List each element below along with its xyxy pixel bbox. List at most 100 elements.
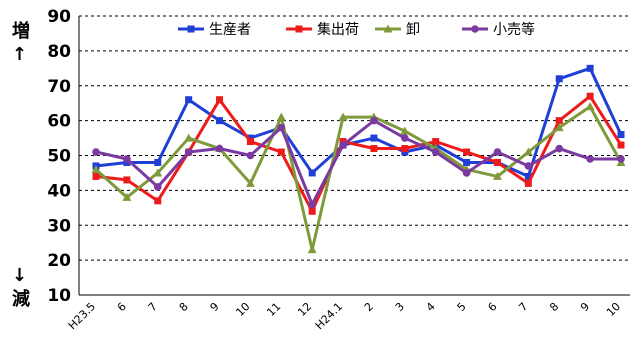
decrease-label: 減 <box>12 288 30 310</box>
data-point <box>245 178 255 187</box>
data-point <box>154 197 162 205</box>
series-line <box>95 66 623 178</box>
data-point <box>308 207 316 215</box>
y-tick-label: 90 <box>47 7 71 27</box>
data-point <box>338 112 348 121</box>
x-tick-label: 10 <box>233 300 252 319</box>
legend-entry: 集出荷 <box>286 21 359 38</box>
legend-entry: 生産者 <box>178 22 251 38</box>
x-tick-label: 4 <box>424 300 438 314</box>
legend-label: 生産者 <box>209 22 251 38</box>
y-tick-label: 10 <box>47 286 71 306</box>
data-point <box>554 123 564 132</box>
data-point <box>555 75 563 83</box>
data-point <box>493 148 502 156</box>
x-tick-label: 10 <box>604 300 623 319</box>
down-arrow-icon: ↓ <box>12 265 27 286</box>
data-point <box>295 25 303 33</box>
data-point <box>370 145 378 153</box>
x-tick-label: 5 <box>455 300 469 314</box>
grid-lines <box>79 15 630 261</box>
data-point <box>586 155 594 163</box>
data-point <box>586 64 594 72</box>
data-point <box>586 92 594 100</box>
y-tick-label: 40 <box>47 181 71 201</box>
y-tick-label: 20 <box>47 251 71 271</box>
x-tick-label: 7 <box>146 300 160 314</box>
data-point <box>471 25 479 33</box>
data-point <box>370 116 378 125</box>
data-point <box>462 169 471 177</box>
data-point <box>153 183 162 191</box>
y-tick-label: 30 <box>47 216 71 236</box>
legend-label: 集出荷 <box>317 21 359 38</box>
data-point <box>524 179 532 187</box>
data-point <box>492 171 502 180</box>
data-point <box>153 168 163 177</box>
series-line <box>95 119 621 206</box>
data-point <box>246 138 254 146</box>
data-point <box>308 169 316 177</box>
data-point <box>216 117 224 125</box>
data-point <box>524 162 533 170</box>
data-point <box>216 96 224 104</box>
y-tick-label: 60 <box>47 112 71 132</box>
x-tick-label: 6 <box>485 300 499 314</box>
legend-entry: 小売等 <box>462 21 535 38</box>
data-point <box>307 245 317 254</box>
data-point <box>185 96 193 104</box>
x-tick-label: 2 <box>362 300 376 314</box>
data-point <box>617 141 625 149</box>
direction-labels: 増 ↑ ↓ 減 <box>12 20 30 310</box>
data-point <box>493 158 501 166</box>
legend: 生産者 集出荷 卸 小売等 <box>178 21 535 38</box>
data-point <box>122 192 132 201</box>
x-tick-label: 8 <box>547 300 561 314</box>
data-point <box>400 126 410 135</box>
data-point <box>432 138 440 146</box>
data-point <box>401 134 409 142</box>
data-point <box>308 200 316 209</box>
x-tick-label: 6 <box>115 300 129 314</box>
series-line <box>94 105 623 252</box>
x-tick-label: H24.1 <box>313 300 345 332</box>
x-tick-label: 3 <box>393 300 407 314</box>
data-point <box>277 148 285 156</box>
data-point <box>431 148 440 156</box>
x-tick-label: 9 <box>578 300 592 314</box>
data-point <box>92 148 100 156</box>
data-point <box>123 155 131 163</box>
x-tick-label: 12 <box>295 300 314 319</box>
data-point <box>246 151 255 160</box>
series-1 <box>92 64 625 180</box>
series-3 <box>91 102 626 254</box>
data-point <box>184 148 193 156</box>
data-point <box>92 172 100 180</box>
y-tick-label: 80 <box>47 42 71 62</box>
data-point <box>463 148 471 156</box>
data-point <box>555 144 564 153</box>
data-point <box>187 25 195 33</box>
data-point <box>370 134 378 142</box>
x-tick-label: 8 <box>177 300 191 314</box>
data-point <box>184 133 194 142</box>
series-line <box>95 94 623 213</box>
data-point <box>277 123 286 132</box>
data-point <box>524 172 532 180</box>
series-2 <box>92 92 625 215</box>
data-point <box>276 112 286 121</box>
increase-label: 増 <box>12 20 30 42</box>
x-tick-label: 9 <box>208 300 222 314</box>
legend-label: 卸 <box>406 22 420 38</box>
y-tick-label: 70 <box>47 77 71 97</box>
y-tick-label: 50 <box>47 147 71 167</box>
x-tick-label: 7 <box>516 300 530 314</box>
series-group <box>91 64 626 254</box>
x-tick-label: 11 <box>264 300 283 319</box>
data-point <box>383 24 393 33</box>
data-point <box>215 144 224 153</box>
data-point <box>523 147 533 156</box>
data-point <box>617 155 625 163</box>
